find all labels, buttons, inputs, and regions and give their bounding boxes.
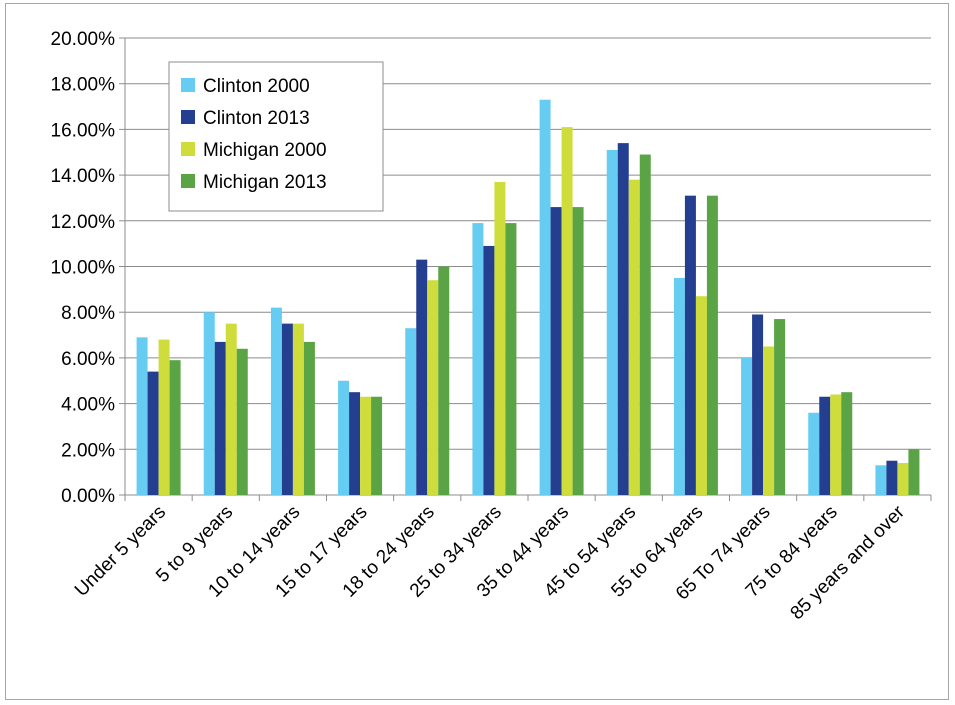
- bar: [886, 460, 898, 495]
- legend-swatch: [181, 110, 195, 124]
- y-tick-label: 8.00%: [61, 303, 115, 324]
- bar: [405, 328, 417, 495]
- bar: [472, 223, 484, 495]
- bar: [349, 392, 361, 495]
- bar: [371, 396, 383, 495]
- bar: [292, 323, 304, 495]
- x-category-label: Under 5 years: [71, 502, 170, 601]
- bar: [281, 323, 293, 495]
- chart-frame: 0.00% 2.00% 4.00% 6.00% 8.00% 10.00% 12.00% 14.…: [5, 3, 949, 700]
- bar: [774, 319, 786, 495]
- legend-label: Michigan 2013: [203, 172, 327, 193]
- bar: [819, 396, 831, 495]
- bar: [695, 296, 707, 495]
- bar: [225, 323, 237, 495]
- bar: [169, 360, 181, 495]
- bar: [606, 149, 618, 495]
- x-category-label: 85 years and over: [787, 501, 910, 624]
- legend-label: Clinton 2013: [203, 108, 310, 129]
- bar: [438, 266, 450, 495]
- bar: [416, 259, 428, 495]
- bar: [897, 463, 909, 495]
- bar: [158, 339, 170, 495]
- bar: [673, 277, 685, 495]
- bar: [147, 371, 159, 495]
- bar: [617, 143, 629, 496]
- bar: [763, 346, 775, 495]
- y-tick-label: 14.00%: [51, 166, 116, 187]
- legend-swatch: [181, 78, 195, 92]
- y-tick-label: 10.00%: [51, 258, 116, 279]
- bar: [427, 280, 439, 495]
- bar: [706, 195, 718, 496]
- legend-swatch: [181, 142, 195, 156]
- bar: [338, 380, 350, 495]
- bar: [539, 99, 551, 495]
- bar-chart: 0.00% 2.00% 4.00% 6.00% 8.00% 10.00% 12.00% 14.…: [51, 29, 932, 624]
- legend-swatch: [181, 174, 195, 188]
- bar: [639, 154, 651, 495]
- bar: [830, 394, 842, 495]
- bar: [236, 348, 248, 495]
- bar: [270, 307, 282, 495]
- y-tick-label: 4.00%: [61, 395, 115, 416]
- y-tick-label: 16.00%: [51, 120, 116, 141]
- bar: [203, 312, 215, 495]
- y-tick-label: 2.00%: [61, 440, 115, 461]
- bar: [841, 392, 853, 495]
- bar: [303, 341, 315, 495]
- bar: [483, 245, 495, 495]
- bar: [360, 396, 372, 495]
- bar: [628, 179, 640, 496]
- y-tick-label: 20.00%: [51, 29, 116, 50]
- bar: [572, 207, 584, 495]
- legend-label: Michigan 2000: [203, 140, 327, 161]
- bar: [550, 207, 562, 495]
- legend-box: [168, 61, 384, 212]
- bar: [684, 195, 696, 496]
- bar: [741, 357, 753, 495]
- bar: [136, 337, 148, 495]
- bar: [908, 449, 920, 495]
- y-tick-label: 0.00%: [61, 486, 115, 507]
- y-tick-label: 6.00%: [61, 349, 115, 370]
- bar: [505, 223, 517, 495]
- legend-label: Clinton 2000: [203, 76, 310, 97]
- bar: [808, 412, 820, 495]
- bar: [214, 341, 226, 495]
- y-tick-label: 18.00%: [51, 75, 116, 96]
- bar: [875, 465, 887, 495]
- bar: [494, 181, 506, 495]
- y-tick-label: 12.00%: [51, 212, 116, 233]
- bar: [752, 314, 764, 495]
- bar: [561, 127, 573, 496]
